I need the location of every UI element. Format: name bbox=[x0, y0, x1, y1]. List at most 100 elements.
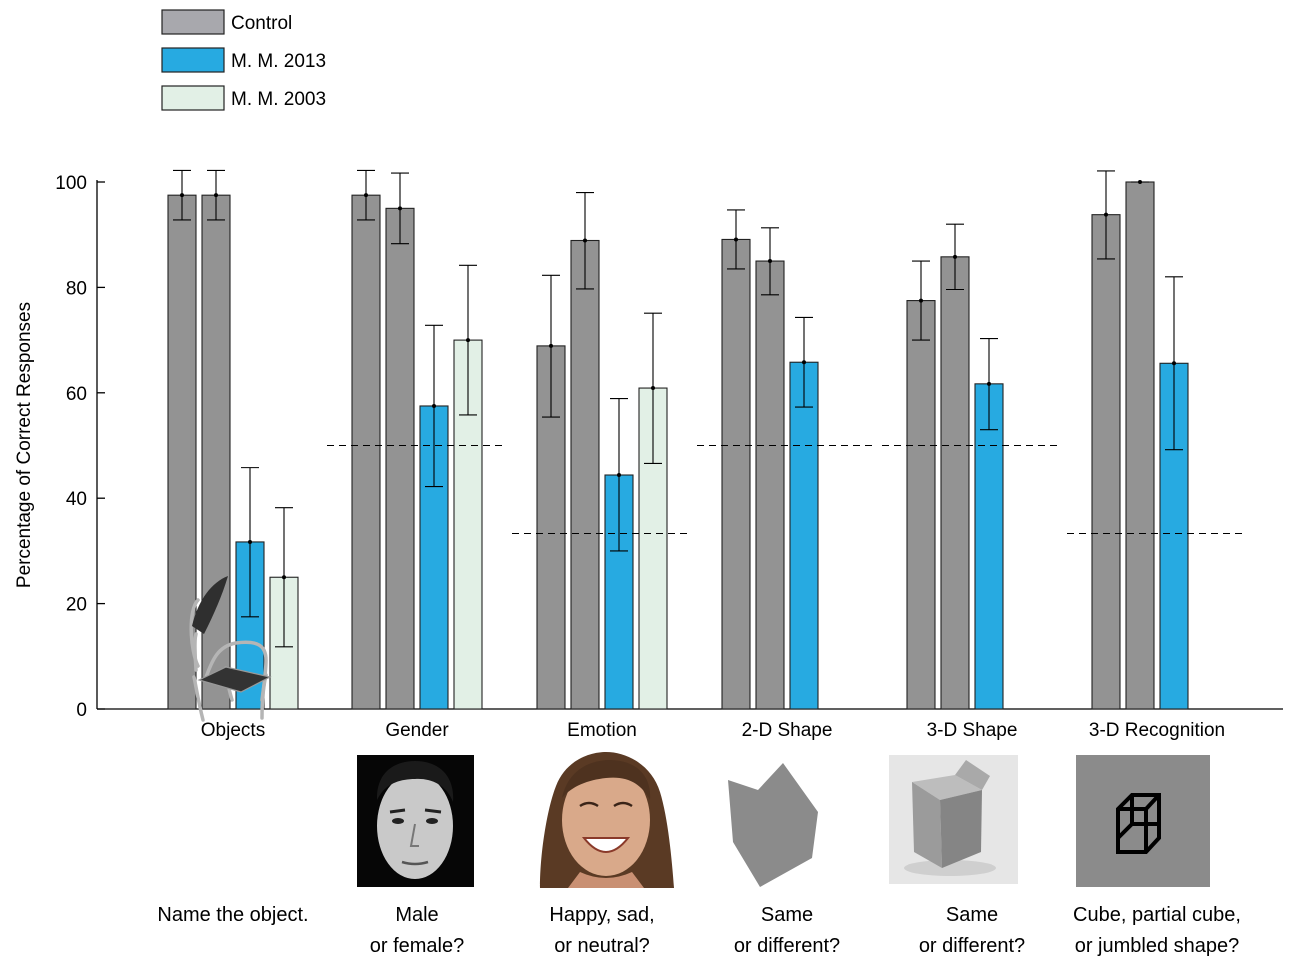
task-caption: Same bbox=[946, 904, 998, 926]
bar-control bbox=[721, 238, 751, 710]
bar-control bbox=[906, 300, 936, 710]
chair-image bbox=[189, 576, 272, 722]
hair-fringe bbox=[562, 760, 651, 800]
chair-front-leg bbox=[192, 675, 205, 722]
chair-backrest bbox=[192, 576, 228, 634]
chair-arm-left bbox=[193, 632, 198, 672]
mean-point bbox=[953, 254, 957, 259]
block-notch bbox=[955, 760, 990, 790]
legend-swatch-2 bbox=[161, 85, 225, 111]
mean-point bbox=[1172, 361, 1176, 366]
bar-mm2013 bbox=[789, 361, 819, 710]
block-right bbox=[940, 790, 982, 868]
task-caption: Happy, sad, bbox=[549, 904, 654, 926]
bar-control bbox=[201, 194, 231, 710]
mean-point bbox=[214, 193, 218, 198]
neck bbox=[568, 872, 644, 888]
bar-control bbox=[570, 239, 600, 710]
mean-point bbox=[1138, 180, 1142, 184]
y-tick-label: 60 bbox=[66, 384, 87, 405]
left-eye bbox=[392, 818, 404, 824]
2d-shape-image bbox=[728, 763, 818, 887]
mean-point bbox=[248, 539, 252, 544]
x-axis-categories: Objects Gender Emotion 2-D Shape 3-D Shape 3-… bbox=[201, 720, 1225, 741]
shape-silhouette bbox=[728, 763, 818, 887]
category-label: Emotion bbox=[567, 720, 637, 741]
legend-label-0: Control bbox=[231, 13, 292, 34]
task-caption: or different? bbox=[919, 935, 1025, 957]
face bbox=[562, 764, 650, 876]
cube-front-edges bbox=[1118, 793, 1161, 852]
legend: Control M. M. 2013 M. M. 2003 bbox=[161, 9, 326, 111]
legend-label-1: M. M. 2013 bbox=[231, 51, 326, 72]
mean-point bbox=[651, 386, 655, 391]
bar-mm2013 bbox=[974, 383, 1004, 710]
mean-point bbox=[432, 403, 436, 408]
bar-control bbox=[351, 194, 381, 710]
task-caption: or female? bbox=[370, 935, 465, 957]
mean-point bbox=[466, 338, 470, 343]
male-face-image bbox=[357, 755, 474, 887]
mean-point bbox=[802, 360, 806, 365]
cube-drawing-image bbox=[1076, 755, 1210, 887]
3d-shape-image bbox=[889, 755, 1018, 884]
mean-point bbox=[1104, 212, 1108, 217]
category-label: 3-D Recognition bbox=[1089, 720, 1225, 741]
task-caption: or different? bbox=[734, 935, 840, 957]
mean-point bbox=[919, 298, 923, 303]
y-tick-label: 80 bbox=[66, 278, 87, 299]
task-caption: Same bbox=[761, 904, 813, 926]
error-bars bbox=[173, 169, 1183, 648]
category-label: Gender bbox=[385, 720, 449, 741]
shadow bbox=[904, 860, 996, 876]
photo-background bbox=[1076, 755, 1210, 887]
mean-point bbox=[987, 381, 991, 386]
task-caption: or jumbled shape? bbox=[1075, 935, 1240, 957]
chance-lines bbox=[327, 444, 1243, 535]
bars bbox=[167, 181, 1189, 710]
bar-control bbox=[940, 256, 970, 710]
stimulus-images bbox=[189, 576, 1210, 888]
mean-point bbox=[617, 473, 621, 478]
nose bbox=[409, 823, 419, 847]
y-tick-label: 20 bbox=[66, 595, 87, 616]
hair bbox=[376, 761, 454, 802]
mean-point bbox=[549, 343, 553, 348]
task-caption: Male bbox=[395, 904, 438, 926]
eyebrows bbox=[389, 808, 442, 814]
cube-inner-edges bbox=[1116, 795, 1159, 840]
right-eye bbox=[426, 818, 438, 824]
task-captions: Name the object. Male or female? Happy, sad… bbox=[157, 904, 1241, 957]
y-axis-title: Percentage of Correct Responses bbox=[14, 302, 35, 588]
eyes bbox=[579, 801, 633, 808]
y-tick-label: 0 bbox=[76, 700, 87, 721]
task-caption: Cube, partial cube, bbox=[1073, 904, 1241, 926]
category-label: 2-D Shape bbox=[742, 720, 833, 741]
mean-point bbox=[282, 575, 286, 580]
mean-point bbox=[583, 238, 587, 243]
block-left bbox=[912, 782, 942, 868]
y-tick-label: 40 bbox=[66, 489, 87, 510]
task-caption: Name the object. bbox=[157, 904, 308, 926]
smile bbox=[581, 837, 631, 853]
legend-swatch-0 bbox=[161, 9, 225, 35]
mean-point bbox=[768, 259, 772, 264]
bar-control bbox=[385, 207, 415, 710]
smiling-face-image bbox=[540, 752, 674, 888]
category-label: Objects bbox=[201, 720, 265, 741]
bar-control bbox=[1091, 214, 1121, 710]
block-top bbox=[912, 775, 982, 800]
legend-label-2: M. M. 2003 bbox=[231, 89, 326, 110]
legend-swatch-1 bbox=[161, 47, 225, 73]
task-caption: or neutral? bbox=[554, 935, 650, 957]
mean-point bbox=[180, 193, 184, 198]
mean-point bbox=[398, 206, 402, 211]
bar-control bbox=[1125, 181, 1155, 710]
chair-seat bbox=[197, 666, 272, 693]
mean-point bbox=[734, 237, 738, 242]
y-tick-label: 100 bbox=[55, 173, 87, 194]
mouth bbox=[401, 860, 429, 866]
mean-point bbox=[364, 193, 368, 198]
category-label: 3-D Shape bbox=[927, 720, 1018, 741]
